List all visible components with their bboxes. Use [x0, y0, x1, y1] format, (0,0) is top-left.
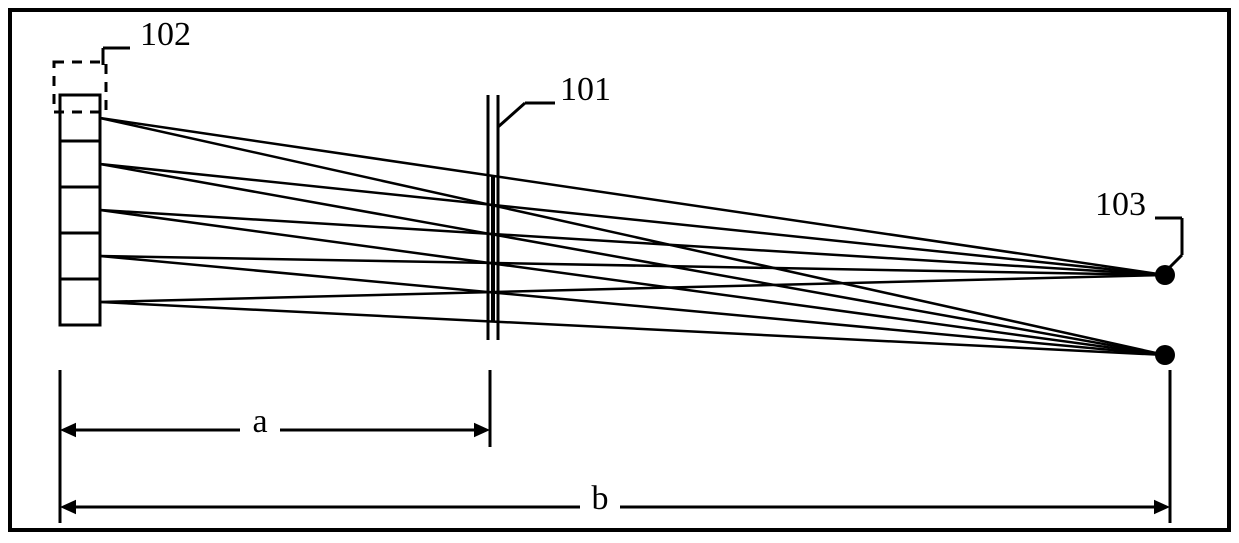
source-panel-102: [60, 95, 100, 325]
callout-101-label: 101: [560, 71, 611, 108]
callout-101: 101: [498, 71, 611, 127]
figure-frame: [10, 10, 1229, 530]
callout-102-label: 102: [140, 16, 191, 53]
callout-102: 102: [103, 16, 191, 65]
dimension-a: a: [60, 370, 490, 447]
dimension-b: b: [60, 370, 1170, 523]
dimension-b-label: b: [592, 480, 609, 517]
dashed-callout-box-102: [54, 62, 106, 112]
dimension-a-label: a: [252, 403, 267, 440]
viewpoints-103: [1155, 265, 1175, 365]
barrier-101: [488, 95, 498, 340]
eye-lower: [1155, 345, 1175, 365]
ray-group: [100, 118, 1165, 355]
callout-103-label: 103: [1095, 186, 1146, 223]
callout-103: 103: [1095, 186, 1182, 272]
eye-upper: [1155, 265, 1175, 285]
